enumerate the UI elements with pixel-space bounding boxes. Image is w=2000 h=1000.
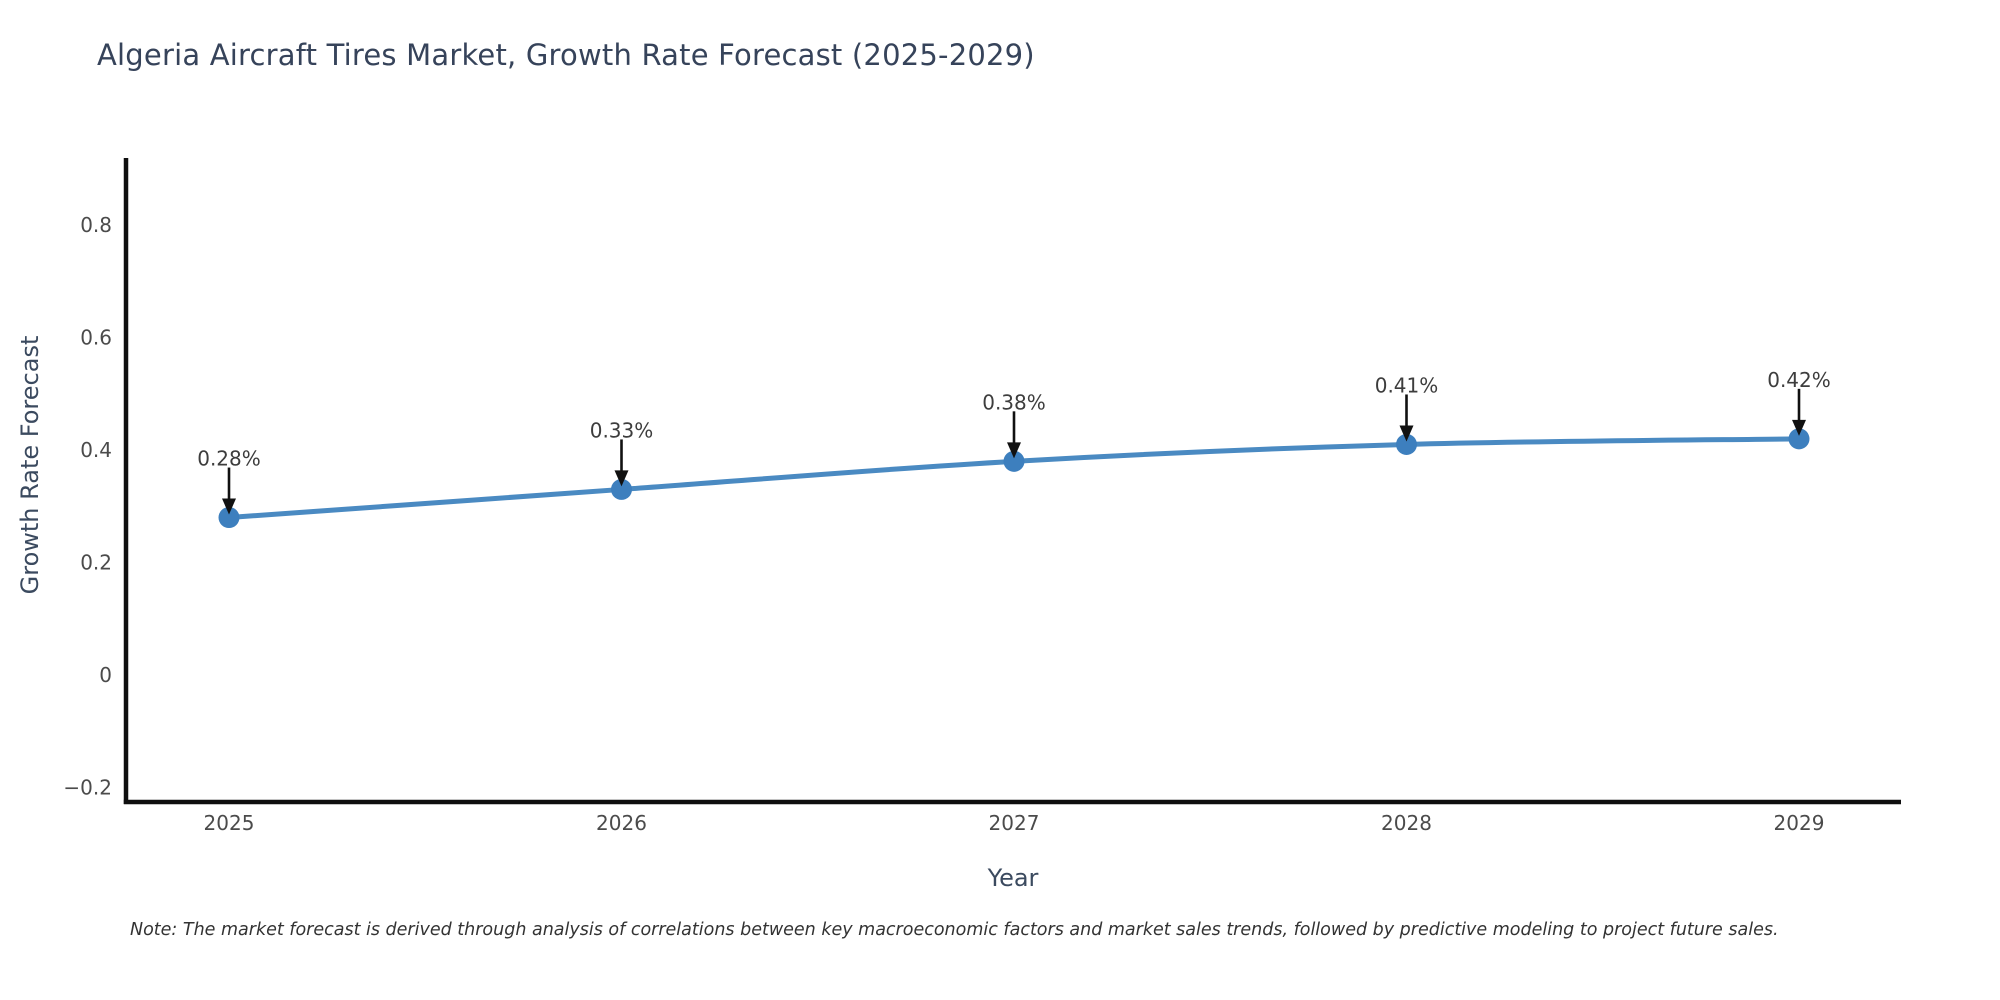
y-tick-label: 0.6 bbox=[80, 326, 112, 350]
x-tick-label: 2029 bbox=[1774, 811, 1825, 835]
data-point-label: 0.42% bbox=[1767, 368, 1831, 392]
tick-labels: −0.2 0 0.2 0.4 0.6 0.8 2025 2026 2027 2028 2029 bbox=[63, 213, 1824, 835]
line-series bbox=[218, 428, 1810, 529]
y-tick-label: 0 bbox=[99, 663, 112, 687]
y-tick-label: 0.8 bbox=[80, 213, 112, 237]
x-tick-label: 2026 bbox=[596, 811, 647, 835]
annotations: 0.28% 0.33% 0.38% 0.41% 0.42% bbox=[197, 368, 1831, 515]
data-point-marker bbox=[611, 478, 632, 500]
data-point-label: 0.33% bbox=[590, 418, 654, 442]
chart-title: Algeria Aircraft Tires Market, Growth Ra… bbox=[97, 38, 1035, 72]
footnote: Note: The market forecast is derived thr… bbox=[130, 920, 1779, 940]
x-tick-label: 2027 bbox=[989, 811, 1040, 835]
data-point-label: 0.41% bbox=[1375, 373, 1439, 397]
data-point-marker bbox=[218, 507, 240, 529]
data-point-label: 0.38% bbox=[982, 390, 1046, 414]
x-tick-label: 2028 bbox=[1381, 811, 1432, 835]
y-tick-label: 0.4 bbox=[80, 438, 112, 462]
annotation-arrow-head bbox=[222, 498, 236, 515]
annotation-arrow-head bbox=[1792, 419, 1806, 436]
y-tick-label: −0.2 bbox=[63, 775, 112, 799]
data-point-marker bbox=[1788, 428, 1810, 450]
data-point-marker bbox=[1003, 450, 1025, 472]
y-tick-label: 0.2 bbox=[80, 551, 112, 575]
data-point-label: 0.28% bbox=[197, 447, 261, 471]
x-axis-title: Year bbox=[987, 864, 1039, 892]
annotation-arrow-head bbox=[614, 470, 629, 487]
annotation-arrow-head bbox=[1399, 425, 1414, 442]
data-point-marker bbox=[1396, 433, 1417, 455]
x-tick-label: 2025 bbox=[204, 811, 255, 835]
annotation-arrow-head bbox=[1007, 442, 1021, 459]
